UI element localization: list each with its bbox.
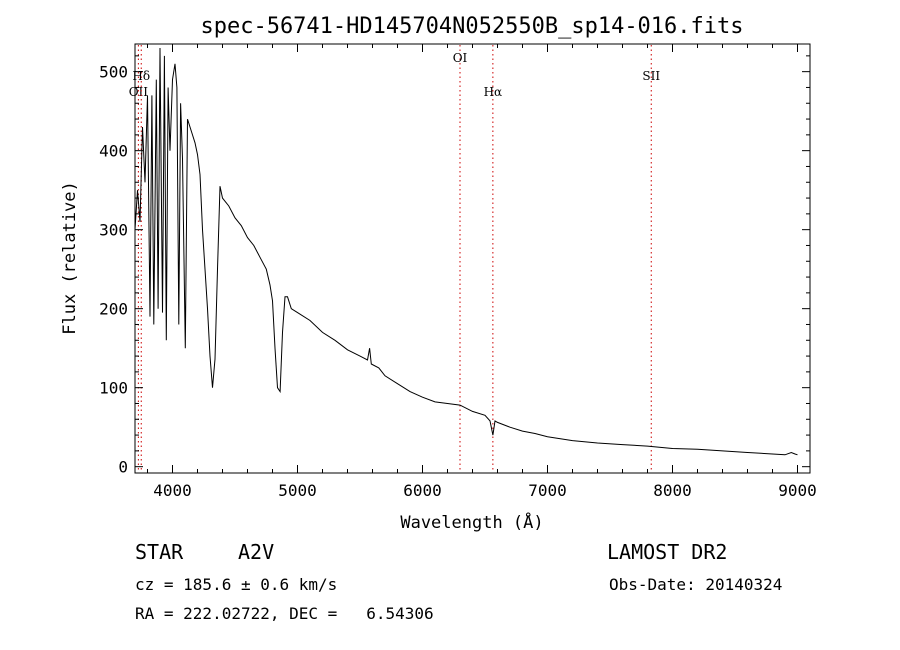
x-tick-label: 8000 (653, 481, 692, 500)
coordinates: RA = 222.02722, DEC = 6.54306 (135, 604, 434, 623)
y-tick-label: 300 (99, 221, 128, 240)
line-marker-label: Hδ (132, 69, 150, 83)
line-marker-label: SII (642, 69, 660, 83)
plot-frame (134, 43, 811, 474)
redshift-velocity: cz = 185.6 ± 0.6 km/s (135, 575, 338, 594)
line-marker-label: Hα (484, 85, 503, 99)
y-tick-label: 100 (99, 379, 128, 398)
y-tick-label: 500 (99, 63, 128, 82)
x-tick-label: 5000 (278, 481, 317, 500)
y-tick-label: 400 (99, 142, 128, 161)
x-tick-label: 9000 (778, 481, 817, 500)
survey-name: LAMOST DR2 (607, 540, 728, 564)
spectrum-line (134, 47, 798, 456)
line-marker-label: OII (129, 85, 149, 99)
x-axis-label: Wavelength (Å) (400, 511, 543, 533)
line-marker-label: OI (453, 51, 468, 65)
x-tick-label: 7000 (528, 481, 567, 500)
chart-title: spec-56741-HD145704N052550B_sp14-016.fit… (200, 14, 743, 39)
y-axis-label: Flux (relative) (60, 181, 80, 335)
axis-ticks: 4000 5000 6000 7000 8000 9000 0 100 200 300 400 500 (99, 44, 817, 500)
y-tick-label: 200 (99, 300, 128, 319)
observation-date: Obs-Date: 20140324 (609, 575, 783, 594)
spectral-type: A2V (238, 540, 275, 564)
x-tick-label: 4000 (153, 481, 192, 500)
y-tick-label: 0 (118, 458, 128, 477)
emission-line-markers: OII Hδ OI Hα SII (129, 45, 660, 472)
x-tick-label: 6000 (403, 481, 442, 500)
object-class: STAR (135, 540, 184, 564)
